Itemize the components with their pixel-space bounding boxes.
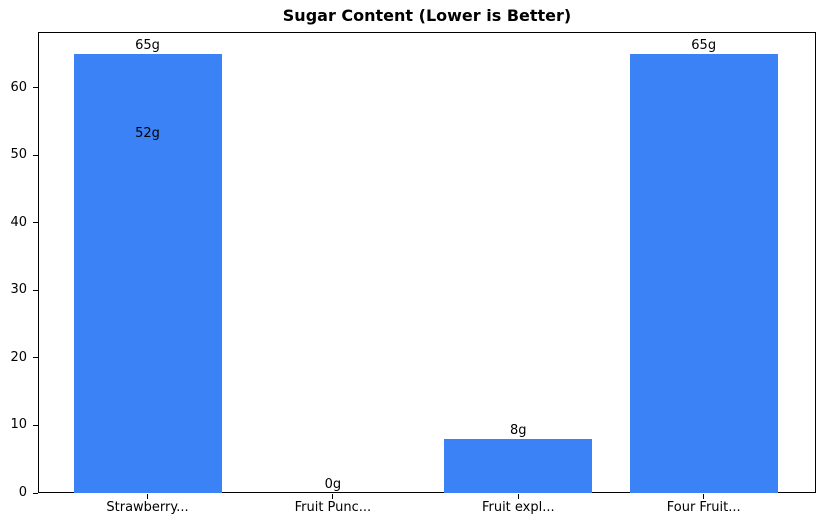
x-tick-label: Fruit Punc... xyxy=(294,500,372,515)
x-tick-mark xyxy=(332,494,334,499)
x-tick-mark xyxy=(147,494,148,499)
y-tick-label: 20 xyxy=(10,349,27,365)
y-tick-label: 60 xyxy=(10,79,27,95)
bar-value-label: 0g xyxy=(324,477,342,492)
bar-value-label: 65g xyxy=(691,37,717,53)
x-tick-mark xyxy=(517,494,519,499)
bar xyxy=(629,53,778,493)
y-tick-label: 50 xyxy=(10,147,27,163)
y-tick-mark xyxy=(33,289,38,291)
y-tick-label: 30 xyxy=(10,282,27,298)
y-tick-mark xyxy=(33,424,38,426)
y-tick-mark xyxy=(33,154,38,156)
y-tick-mark xyxy=(33,222,38,224)
x-tick-label: Fruit expl... xyxy=(481,500,555,515)
y-tick-mark xyxy=(33,357,38,359)
bar-value-label: 65g xyxy=(135,37,160,53)
y-tick-label: 0 xyxy=(18,485,27,500)
bar xyxy=(73,53,222,493)
y-tick-label: 40 xyxy=(10,214,27,230)
bar xyxy=(444,438,593,493)
bar-value-label: 8g xyxy=(510,422,527,438)
overlay-bar-label: 52g xyxy=(135,125,160,141)
y-tick-mark xyxy=(33,492,38,494)
x-tick-label: Four Fruit... xyxy=(666,500,741,515)
x-tick-mark xyxy=(703,494,705,499)
x-tick-label: Strawberry... xyxy=(106,500,189,515)
y-tick-mark xyxy=(33,87,38,89)
y-tick-label: 10 xyxy=(10,417,27,433)
chart-title: Sugar Content (Lower is Better) xyxy=(282,6,572,25)
